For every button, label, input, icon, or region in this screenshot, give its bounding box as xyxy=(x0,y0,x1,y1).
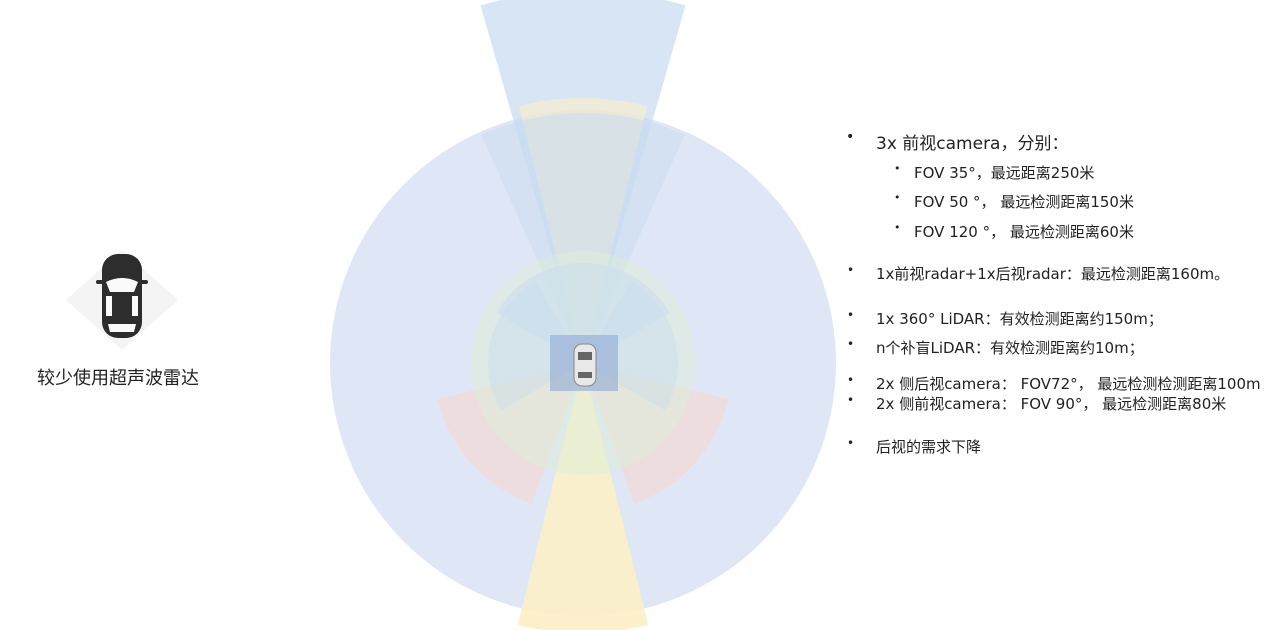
bullet-icon: • xyxy=(894,221,901,234)
side-front-camera-left-coverage xyxy=(488,280,583,411)
bullet-icon: • xyxy=(894,191,901,204)
bullet-icon: • xyxy=(846,129,855,145)
bullet-icon: • xyxy=(847,393,855,407)
rear-radar-coverage xyxy=(517,363,649,630)
left-panel: 较少使用超声波雷达 xyxy=(0,0,250,630)
bullet-icon: • xyxy=(847,436,855,450)
ultrasonic-radar-caption: 较少使用超声波雷达 xyxy=(37,368,199,389)
bullet-icon: • xyxy=(894,162,901,175)
bullet-icon: • xyxy=(847,263,855,277)
car-top-view-icon xyxy=(60,246,184,354)
sensor-spec-list: • 3x 前视camera，分别： • FOV 35°，最远距离250米 • F… xyxy=(846,129,1261,456)
bullet-icon: • xyxy=(847,337,855,351)
side-front-camera-right-coverage xyxy=(583,280,678,411)
front-camera-fov50-coverage xyxy=(481,113,685,364)
front-camera-fov120-coverage xyxy=(496,262,670,363)
ego-car-icon xyxy=(550,335,618,391)
bullet-icon: • xyxy=(847,373,855,387)
bullet-icon: • xyxy=(847,308,855,322)
